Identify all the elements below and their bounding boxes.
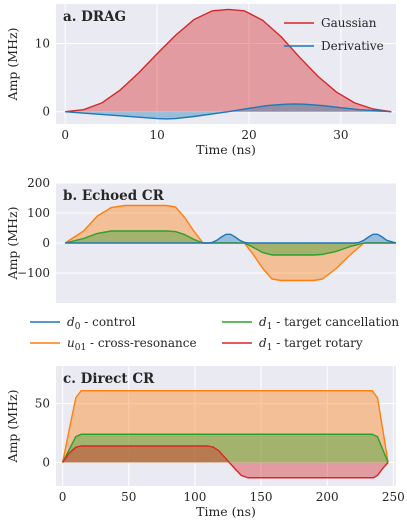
y-tick-label: 50: [35, 397, 50, 411]
x-axis-label: Time (ns): [196, 142, 256, 157]
area-u01-cross-resonance: [62, 390, 389, 463]
x-axis-label: Time (ns): [196, 504, 256, 519]
plot-area: [56, 4, 396, 124]
y-tick-label: 10: [35, 37, 50, 51]
area-d0-control: [65, 234, 396, 243]
legend-label: Gaussian: [321, 16, 377, 30]
legend-text: - target cancellation: [272, 315, 399, 329]
legend-symbol: d: [259, 315, 267, 329]
area-d1-target-cancellation: [62, 434, 389, 463]
series-group: [64, 204, 396, 282]
y-axis-label: Amp (MHz): [5, 207, 20, 281]
legend-subscript: 0: [75, 322, 81, 332]
panel-echoed-cr: −100 0 100 200 Amp (MHz) b. Echoed CR: [5, 176, 396, 303]
x-tick-label: 10: [149, 128, 164, 142]
x-tick-label: 0: [59, 490, 67, 504]
legend-label: d0 - control: [67, 315, 136, 332]
y-tick-label: 200: [27, 176, 50, 190]
y-tick-label: −100: [17, 266, 50, 280]
legend-label: d1 - target rotary: [259, 336, 363, 353]
grid: [56, 366, 396, 486]
legend-subscript: 1: [267, 343, 273, 353]
x-tick-label: 20: [241, 128, 256, 142]
plot-area: [56, 366, 396, 486]
x-tick-label: 0: [61, 128, 69, 142]
middle-legend: d0 - control d1 - target cancellationu01 …: [30, 315, 399, 353]
legend-label: Derivative: [321, 39, 384, 53]
legend-text: - control: [80, 315, 135, 329]
y-tick-label: 0: [42, 105, 50, 119]
legend-label: d1 - target cancellation: [259, 315, 399, 332]
legend-symbol: d: [259, 336, 267, 350]
legend-symbol: d: [67, 315, 75, 329]
area-u01: [65, 205, 396, 281]
line-gaussian: [65, 8, 392, 113]
legend-text: - cross-resonance: [86, 336, 196, 350]
y-axis-label: Amp (MHz): [5, 390, 20, 464]
area-derivative: [65, 103, 392, 119]
legend-subscript: 1: [267, 322, 273, 332]
area-d1-target-cancellation: [65, 231, 396, 255]
y-tick-label: 0: [42, 455, 50, 469]
legend-subscript: 01: [75, 343, 86, 353]
x-tick-label: 250: [382, 490, 405, 504]
x-tick-label: 50: [121, 490, 136, 504]
legend-symbol: u: [67, 336, 75, 350]
y-tick-label: 0: [42, 236, 50, 250]
x-tick-label: 100: [183, 490, 206, 504]
series-group: [61, 390, 389, 479]
legend-text: - target rotary: [272, 336, 362, 350]
line-d1-target-cancellation: [65, 230, 396, 256]
panel-drag: 0 10 20 30 0 10 Amp (MHz) Time (ns) a. DRAG Gauss…: [5, 4, 396, 157]
line-u01-cross-resonance: [61, 390, 389, 463]
y-tick-label: 100: [27, 206, 50, 220]
line-d1-target-cancellation: [61, 433, 389, 463]
panel-title: c. Direct CR: [63, 371, 155, 387]
panel-direct-cr: 0 50 100 150 200 250 0 50 Amp (MHz) Time (ns) c. D…: [5, 366, 405, 519]
y-axis-label: Amp (MHz): [5, 28, 20, 102]
x-tick-label: 200: [316, 490, 339, 504]
legend: Gaussian Derivative: [284, 16, 384, 53]
panel-title: b. Echoed CR: [63, 188, 165, 204]
line-d1-target-rotary: [62, 445, 389, 479]
x-tick-label: 30: [333, 128, 348, 142]
area-gaussian: [65, 9, 392, 112]
line-d0-control: [65, 233, 396, 244]
panel-title: a. DRAG: [63, 9, 126, 25]
legend-label: u01 - cross-resonance: [67, 336, 197, 353]
grid: [56, 4, 396, 124]
line-derivative: [65, 103, 392, 120]
series-group: [65, 8, 392, 120]
x-tick-label: 150: [250, 490, 273, 504]
area-d1-target-rotary: [62, 446, 389, 478]
